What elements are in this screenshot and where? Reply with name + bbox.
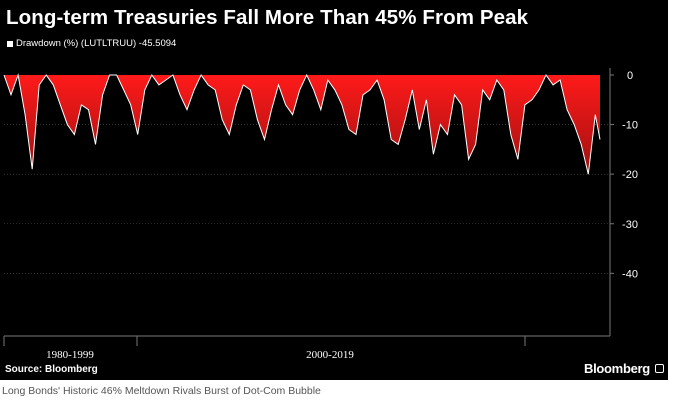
bloomberg-logo-icon bbox=[655, 364, 664, 373]
x-period-label-0: 1980-1999 bbox=[46, 349, 94, 361]
chart-frame bbox=[0, 0, 668, 380]
legend-label: Drawdown (%) (LUTLTRUU) -45.5094 bbox=[16, 38, 177, 49]
y-tick-label-1: -10 bbox=[622, 120, 638, 132]
y-tick-label-0: 0 bbox=[627, 70, 633, 82]
drawdown-chart: 0 -10 -20 -30 -40 1980-1999 2000-2019 bbox=[3, 68, 638, 361]
legend-swatch bbox=[7, 40, 13, 47]
y-tick-label-3: -30 bbox=[622, 219, 638, 231]
y-tick-label-2: -20 bbox=[622, 169, 638, 181]
x-period-label-1: 2000-2019 bbox=[306, 349, 354, 361]
drawdown-area bbox=[4, 75, 600, 175]
drawdown-line bbox=[3, 73, 601, 175]
chart-title: Long-term Treasuries Fall More Than 45% … bbox=[6, 6, 529, 29]
y-tick-label-4: -40 bbox=[622, 268, 638, 280]
chart-legend: Drawdown (%) (LUTLTRUU) -45.5094 bbox=[7, 38, 176, 49]
image-caption: Long Bonds' Historic 46% Meltdown Rivals… bbox=[2, 385, 321, 397]
brand-wordmark: Bloomberg bbox=[584, 361, 650, 376]
source-note: Source: Bloomberg bbox=[5, 364, 98, 375]
